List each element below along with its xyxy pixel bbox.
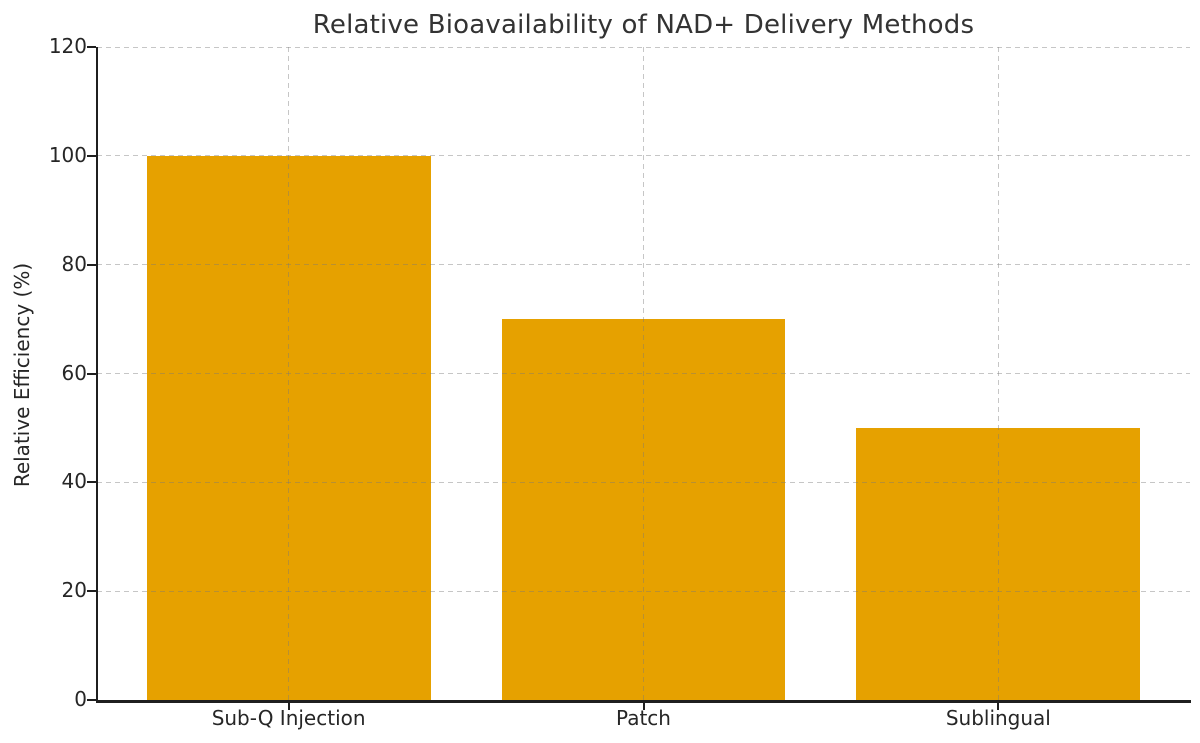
y-tick-label-0: 0 [74, 687, 87, 711]
x-tick-label-0: Sub-Q Injection [211, 706, 366, 730]
y-tick-label-40: 40 [61, 469, 87, 494]
gridline-y-80 [97, 264, 1190, 266]
bar-sublingual [856, 427, 1141, 700]
gridline-y-60 [97, 373, 1190, 374]
y-tick-label-120: 120 [48, 34, 87, 58]
gridline-x-1 [643, 47, 644, 700]
x-tick-label-1: Patch [616, 706, 671, 730]
y-tick-mark-40 [87, 481, 96, 484]
x-tick-mark-0 [287, 703, 290, 710]
y-tick-label-100: 100 [48, 142, 87, 167]
gridline-y-100 [97, 155, 1190, 157]
x-axis-spine [96, 700, 1191, 703]
bar-patch [501, 319, 786, 700]
gridline-x-0 [288, 47, 290, 700]
gridline-y-40 [97, 481, 1190, 483]
bar-sub-q-injection [146, 155, 431, 700]
y-tick-mark-0 [87, 699, 96, 701]
x-tick-mark-1 [642, 703, 645, 710]
y-tick-mark-80 [87, 263, 96, 266]
y-tick-label-60: 60 [61, 360, 87, 385]
y-tick-mark-100 [87, 154, 96, 157]
y-tick-label-80: 80 [61, 251, 87, 276]
gridline-y-120 [97, 46, 1190, 48]
x-tick-mark-2 [997, 703, 1000, 710]
y-tick-label-20: 20 [61, 578, 87, 603]
y-tick-mark-60 [87, 372, 96, 375]
chart-title: Relative Bioavailability of NAD+ Deliver… [312, 10, 975, 40]
y-tick-mark-120 [87, 46, 96, 48]
gridline-x-2 [997, 47, 999, 700]
x-tick-label-2: Sublingual [945, 706, 1051, 730]
y-axis-spine [96, 47, 98, 702]
y-tick-mark-20 [87, 590, 96, 593]
gridline-y-20 [97, 590, 1190, 592]
